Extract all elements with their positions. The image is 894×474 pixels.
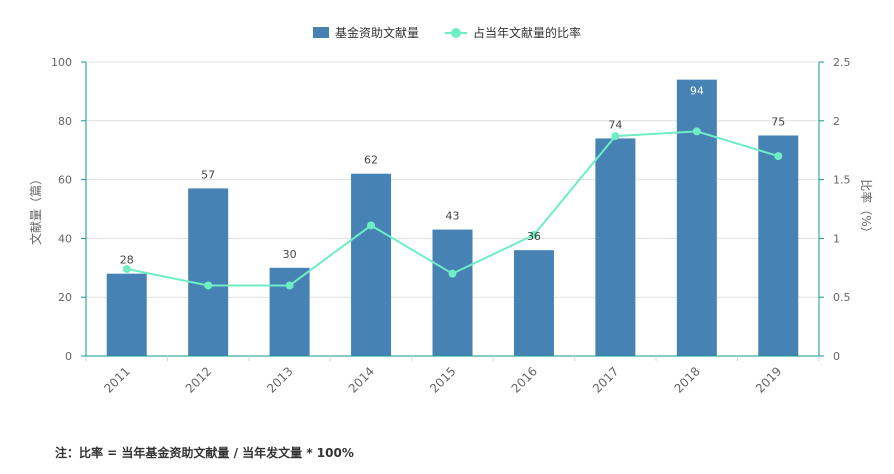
y2-tick-label: 1: [833, 232, 840, 245]
legend-bar-swatch: [312, 27, 329, 38]
bar: [513, 250, 554, 356]
bar: [106, 273, 147, 356]
x-tick-label: 2017: [590, 364, 621, 395]
legend-bar-label: 基金资助文献量: [334, 26, 419, 40]
y2-axis-title: 比率（%）: [859, 179, 874, 238]
line-point: [204, 281, 213, 290]
x-tick-label: 2011: [101, 364, 132, 395]
legend: 基金资助文献量 占当年文献量的比率: [0, 24, 894, 41]
legend-line-swatch: [445, 27, 467, 39]
line-point: [367, 221, 376, 230]
y-tick-label: 0: [65, 350, 72, 363]
line-point: [122, 264, 131, 273]
bar-value-label: 57: [201, 168, 215, 181]
bar: [188, 188, 229, 356]
legend-item-line-series[interactable]: 占当年文献量的比率: [445, 24, 581, 41]
y2-tick-label: 2.5: [833, 56, 851, 69]
footnote: 注：比率 = 当年基金资助文献量 / 当年发文量 * 100%: [55, 446, 354, 460]
y-axis-title: 文献量（篇）: [28, 173, 43, 245]
bar: [269, 267, 310, 356]
y-tick-label: 80: [58, 115, 72, 128]
y-tick-label: 20: [58, 291, 72, 304]
x-tick-label: 2018: [671, 364, 702, 395]
bar: [351, 173, 392, 356]
bar-value-label: 75: [771, 116, 785, 129]
x-tick-label: 2016: [509, 364, 540, 395]
y2-tick-label: 2: [833, 115, 840, 128]
line-point: [692, 127, 701, 136]
x-tick-label: 2014: [346, 364, 377, 395]
bar-value-label: 36: [527, 230, 541, 243]
line-point: [285, 281, 294, 290]
y-tick-label: 100: [51, 56, 72, 69]
bar-value-label: 30: [283, 248, 297, 261]
x-tick-label: 2019: [753, 364, 784, 395]
y2-tick-label: 1.5: [833, 174, 851, 187]
bar-value-label: 62: [364, 154, 378, 167]
line-point: [774, 152, 783, 161]
bar-value-label: 28: [120, 254, 134, 267]
y2-tick-label: 0.5: [833, 291, 851, 304]
bar: [595, 138, 636, 356]
x-tick-label: 2013: [264, 364, 295, 395]
bar: [758, 135, 799, 356]
bar-value-label: 43: [446, 210, 460, 223]
bar: [676, 79, 717, 356]
y-tick-label: 60: [58, 174, 72, 187]
line-point: [529, 230, 538, 239]
bar: [432, 229, 473, 356]
y-tick-label: 40: [58, 232, 72, 245]
bar-value-label: 74: [608, 118, 622, 131]
x-tick-label: 2012: [183, 364, 214, 395]
y2-tick-label: 0: [833, 350, 840, 363]
legend-item-bar-series[interactable]: 基金资助文献量: [312, 24, 419, 41]
x-tick-label: 2015: [427, 364, 458, 395]
line-point: [448, 269, 457, 278]
bar-value-label: 94: [690, 85, 704, 98]
line-point: [611, 132, 620, 141]
legend-line-label: 占当年文献量的比率: [473, 26, 582, 40]
